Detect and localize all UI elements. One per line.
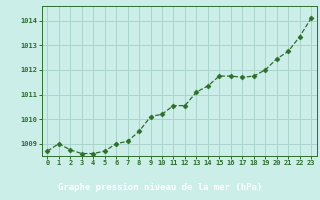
Text: Graphe pression niveau de la mer (hPa): Graphe pression niveau de la mer (hPa) — [58, 184, 262, 192]
